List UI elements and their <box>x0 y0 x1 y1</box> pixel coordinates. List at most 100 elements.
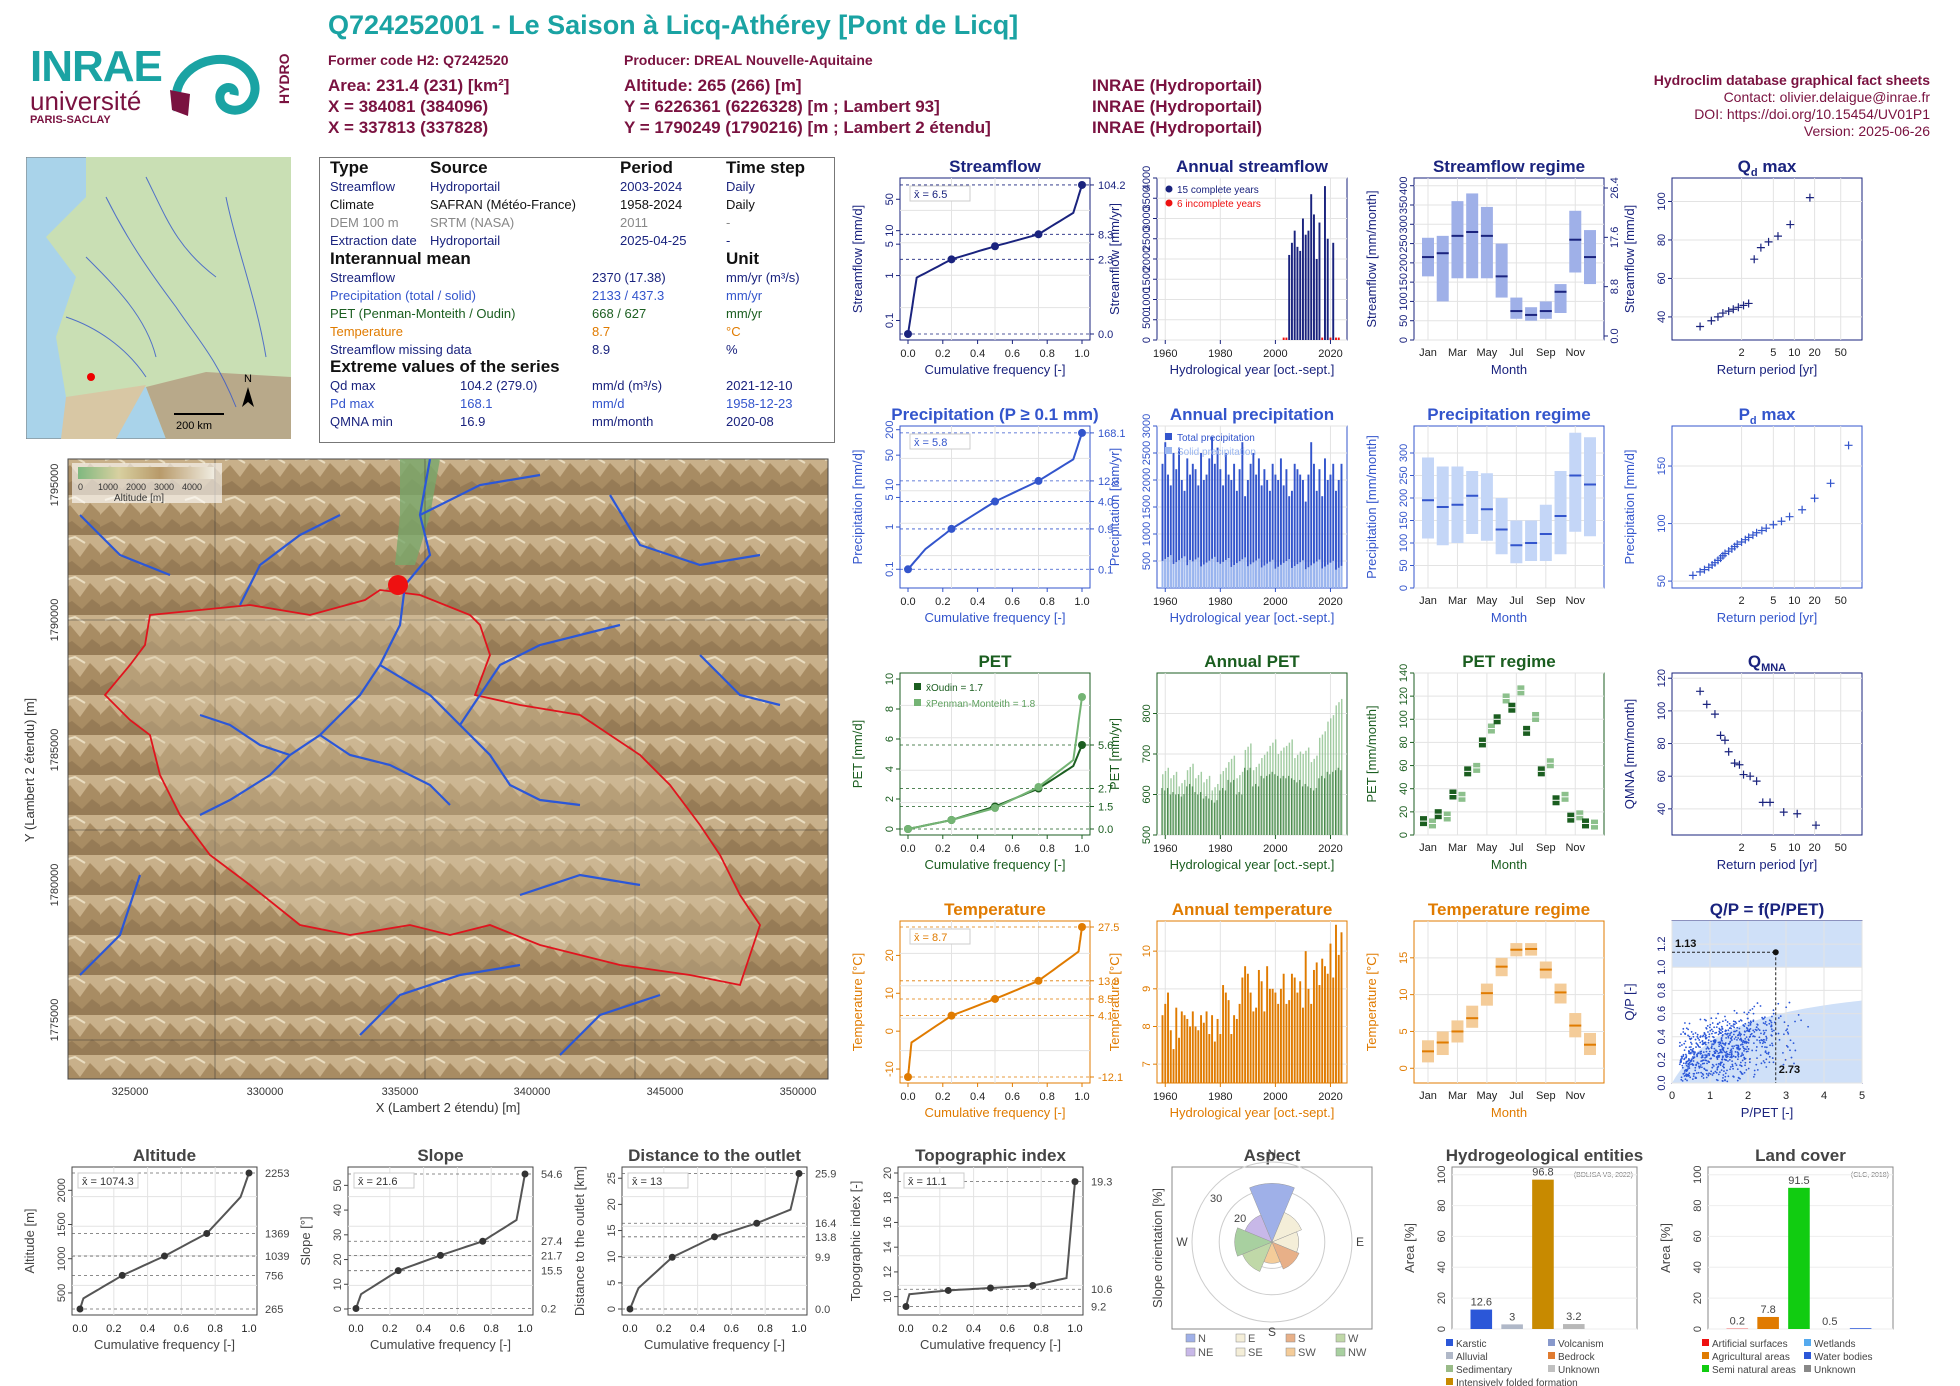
y-tick-label: 80 <box>1656 737 1668 749</box>
daily-point <box>1716 1058 1719 1061</box>
right-tick-label: 12.3 <box>1098 476 1119 488</box>
bar <box>1200 453 1203 588</box>
regime-box <box>1451 201 1464 279</box>
daily-point <box>1739 1070 1742 1073</box>
x-tick-label: 1.0 <box>517 1323 532 1335</box>
daily-point <box>1695 1064 1698 1067</box>
map-legend-tick: 0 <box>78 482 83 492</box>
y-tick-label: 600 <box>1141 785 1153 803</box>
map-legend-tick: 4000 <box>182 482 202 492</box>
daily-point <box>1725 1059 1728 1062</box>
daily-point <box>1749 1009 1752 1012</box>
daily-point <box>1786 1028 1789 1030</box>
quantile-point <box>437 1251 444 1259</box>
y-tick-label: 0.1 <box>884 313 896 328</box>
data-point <box>1786 220 1795 229</box>
daily-point <box>1786 1046 1789 1048</box>
x-tick-label: 4 <box>1821 1090 1827 1102</box>
regime-box <box>1525 520 1538 561</box>
daily-point <box>1689 1048 1692 1051</box>
extreme-label: Qd max <box>330 378 376 393</box>
quantile-point <box>947 255 956 264</box>
bar <box>1304 951 1307 1083</box>
daily-point <box>1705 1056 1707 1058</box>
daily-point <box>1699 1064 1702 1066</box>
bar <box>1180 558 1183 588</box>
chart-title: Distance to the outlet <box>628 1146 801 1165</box>
daily-point <box>1709 1023 1712 1026</box>
bar <box>1296 754 1299 835</box>
bar <box>1321 568 1324 588</box>
bar <box>1312 214 1315 340</box>
map-x-tick: 340000 <box>514 1086 551 1098</box>
bar <box>1167 557 1169 588</box>
bar <box>1299 751 1302 835</box>
row-source: SRTM (NASA) <box>430 215 515 230</box>
y-tick-label: 40 <box>1436 1261 1448 1273</box>
daily-point <box>1749 1035 1752 1038</box>
regime-box <box>1436 235 1449 302</box>
bar <box>1213 1041 1216 1083</box>
bar <box>1279 564 1282 588</box>
x-tick-label: 2000 <box>1263 348 1287 360</box>
inrae-logo: INRAE <box>30 42 163 91</box>
daily-point <box>1696 1055 1698 1058</box>
unit-title: Unit <box>726 249 760 268</box>
inter-value: 2370 (17.38) <box>592 270 666 285</box>
bar <box>1318 985 1321 1083</box>
x-tick-label: 0.0 <box>900 596 915 608</box>
daily-point <box>1725 1050 1728 1053</box>
bar-label: 0.2 <box>1730 1316 1745 1328</box>
right-tick-label: 26.4 <box>1609 177 1621 198</box>
extreme-value: 168.1 <box>460 396 493 411</box>
bar <box>1277 566 1280 588</box>
daily-point <box>1765 1046 1768 1049</box>
x-tick-label: Jan <box>1419 842 1437 854</box>
bar <box>1282 973 1285 1083</box>
bar <box>1268 561 1271 588</box>
former-code: Former code H2: Q7242520 <box>328 52 509 68</box>
chart-title: Land cover <box>1755 1146 1846 1165</box>
daily-point <box>1733 1030 1735 1033</box>
regime-box <box>1539 504 1552 561</box>
daily-point <box>1697 1071 1700 1074</box>
data-point <box>1762 524 1771 533</box>
data-point <box>1750 255 1759 264</box>
chart-title: Slope <box>417 1146 463 1165</box>
daily-point <box>1721 1061 1723 1064</box>
y-tick-label: 3000 <box>1141 414 1153 438</box>
y-axis-label: Precipitation [mm/d] <box>850 450 865 565</box>
bar <box>1266 966 1269 1083</box>
y-tick-label: 10 <box>1398 989 1410 1001</box>
bar <box>1266 563 1269 588</box>
x-axis-label: Cumulative frequency [-] <box>370 1337 511 1352</box>
x-tick-label: May <box>1477 1090 1498 1102</box>
daily-point <box>1722 1049 1725 1052</box>
bar <box>1213 463 1216 588</box>
rose-sector <box>1244 1214 1273 1243</box>
daily-point <box>1770 1024 1773 1027</box>
bar <box>1329 718 1332 835</box>
mean-label: x̄ = 5.8 <box>914 437 947 449</box>
x-tick-label: 20 <box>1808 595 1820 607</box>
bar <box>1246 480 1249 588</box>
daily-point <box>1739 1061 1742 1064</box>
paris-saclay-logo: PARIS-SACLAY <box>30 114 111 126</box>
y-tick-label: 40 <box>332 1204 344 1216</box>
daily-point <box>1731 1035 1734 1038</box>
daily-point <box>1729 1026 1732 1029</box>
daily-point <box>1735 1064 1738 1067</box>
daily-point <box>1743 1040 1746 1043</box>
daily-point <box>1761 1016 1764 1019</box>
data-point <box>1735 760 1744 769</box>
chart-title: Annual temperature <box>1172 900 1333 919</box>
data-point <box>1710 710 1719 719</box>
row-type: Extraction date <box>330 233 417 248</box>
daily-point <box>1729 1066 1732 1068</box>
legend-label: Alluvial <box>1456 1352 1488 1363</box>
y-tick-label: 0 <box>1141 337 1153 343</box>
bar <box>1197 1030 1200 1083</box>
bar <box>1227 474 1230 588</box>
y-tick-label: -10 <box>884 1061 896 1077</box>
legend-label: x̄Oudin = 1.7 <box>926 683 983 694</box>
